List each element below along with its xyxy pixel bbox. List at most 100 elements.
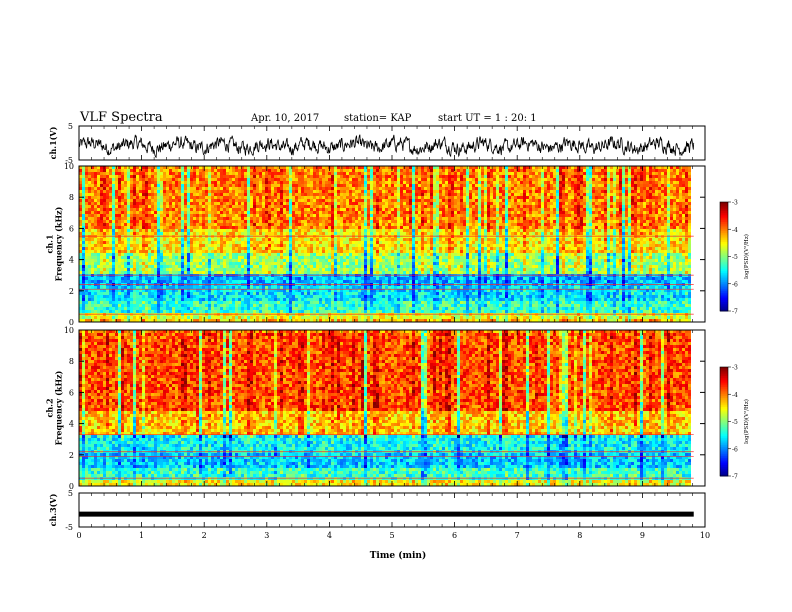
- spectrogram-cell: [289, 226, 292, 229]
- spectrogram-cell: [427, 190, 430, 193]
- spectrogram-cell: [88, 208, 91, 211]
- spectrogram-cell: [409, 199, 412, 202]
- spectrogram-cell: [511, 190, 514, 193]
- spectrogram-cell: [349, 169, 352, 172]
- spectrogram-cell: [463, 202, 466, 205]
- spectrogram-cell: [622, 166, 625, 169]
- spectrogram-cell: [541, 214, 544, 217]
- spectrogram-cell: [118, 205, 121, 208]
- spectrogram-cell: [670, 208, 673, 211]
- spectrogram-cell: [502, 178, 505, 181]
- spectrogram-cell: [154, 217, 157, 220]
- spectrogram-cell: [595, 205, 598, 208]
- spectrogram-cell: [292, 202, 295, 205]
- spectrogram-cell: [124, 172, 127, 175]
- spectrogram-cell: [547, 187, 550, 190]
- spectrogram-cell: [409, 229, 412, 232]
- spectrogram-cell: [100, 220, 103, 223]
- spectrogram-cell: [403, 211, 406, 214]
- spectrogram-cell: [583, 196, 586, 199]
- spectrogram-cell: [463, 220, 466, 223]
- spectrogram-cell: [133, 229, 136, 232]
- spectrogram-cell: [595, 199, 598, 202]
- spectrogram-cell: [598, 199, 601, 202]
- spectrogram-cell: [463, 181, 466, 184]
- spectrogram-cell: [376, 220, 379, 223]
- spectrogram-cell: [493, 199, 496, 202]
- spectrogram-cell: [298, 223, 301, 226]
- spectrogram-cell: [160, 181, 163, 184]
- spectrogram-cell: [484, 172, 487, 175]
- spectrogram-cell: [457, 208, 460, 211]
- spectrogram-cell: [91, 220, 94, 223]
- spectrogram-cell: [319, 214, 322, 217]
- spectrogram-cell: [397, 223, 400, 226]
- spectrogram-cell: [394, 184, 397, 187]
- spectrogram-cell: [184, 193, 187, 196]
- spectrogram-cell: [187, 175, 190, 178]
- spectrogram-cell: [109, 175, 112, 178]
- spectrogram-cell: [100, 184, 103, 187]
- spectrogram-cell: [163, 220, 166, 223]
- spectrogram-cell: [106, 208, 109, 211]
- spectrogram-cell: [301, 202, 304, 205]
- spectrogram-cell: [637, 169, 640, 172]
- spectrogram-cell: [367, 214, 370, 217]
- spectrogram-cell: [91, 190, 94, 193]
- spectrogram-cell: [256, 214, 259, 217]
- spectrogram-cell: [262, 175, 265, 178]
- spectrogram-cell: [148, 178, 151, 181]
- spectrogram-cell: [442, 205, 445, 208]
- spectrogram-cell: [541, 220, 544, 223]
- spectrogram-cell: [196, 202, 199, 205]
- spectrogram-cell: [211, 223, 214, 226]
- spectrogram-cell: [316, 199, 319, 202]
- spectrogram-cell: [463, 214, 466, 217]
- spectrogram-cell: [340, 217, 343, 220]
- spectrogram-cell: [367, 211, 370, 214]
- spectrogram-cell: [358, 202, 361, 205]
- spectrogram-cell: [457, 181, 460, 184]
- spectrogram-cell: [598, 226, 601, 229]
- spectrogram-cell: [217, 193, 220, 196]
- spectrogram-cell: [253, 175, 256, 178]
- spectrogram-cell: [634, 190, 637, 193]
- spectrogram-cell: [373, 190, 376, 193]
- spectrogram-cell: [94, 184, 97, 187]
- spectrogram-cell: [619, 196, 622, 199]
- spectrogram-cell: [349, 226, 352, 229]
- spectrogram-cell: [478, 187, 481, 190]
- spectrogram-cell: [565, 166, 568, 169]
- spectrogram-cell: [664, 196, 667, 199]
- spectrogram-cell: [340, 232, 343, 235]
- spectrogram-cell: [640, 199, 643, 202]
- spectrogram-cell: [379, 217, 382, 220]
- spectrogram-cell: [586, 175, 589, 178]
- spectrogram-cell: [121, 226, 124, 229]
- spectrogram-cell: [379, 202, 382, 205]
- spectrogram-cell: [547, 220, 550, 223]
- spectrogram-cell: [94, 202, 97, 205]
- spectrogram-cell: [184, 169, 187, 172]
- spectrogram-cell: [343, 181, 346, 184]
- spectrogram-cell: [583, 184, 586, 187]
- spectrogram-cell: [652, 220, 655, 223]
- spectrogram-cell: [175, 211, 178, 214]
- spectrogram-cell: [175, 187, 178, 190]
- spectrogram-cell: [244, 199, 247, 202]
- spectrogram-cell: [433, 202, 436, 205]
- spectrogram-cell: [274, 205, 277, 208]
- spectrogram-cell: [418, 178, 421, 181]
- spectrogram-cell: [607, 166, 610, 169]
- spectrogram-cell: [316, 181, 319, 184]
- spectrogram-cell: [601, 187, 604, 190]
- spectrogram-cell: [319, 220, 322, 223]
- spectrogram-cell: [316, 229, 319, 232]
- spectrogram-cell: [616, 226, 619, 229]
- spectrogram-cell: [124, 205, 127, 208]
- spectrogram-cell: [544, 211, 547, 214]
- spectrogram-cell: [385, 184, 388, 187]
- spectrogram-cell: [418, 187, 421, 190]
- spectrogram-cell: [595, 202, 598, 205]
- spectrogram-cell: [85, 226, 88, 229]
